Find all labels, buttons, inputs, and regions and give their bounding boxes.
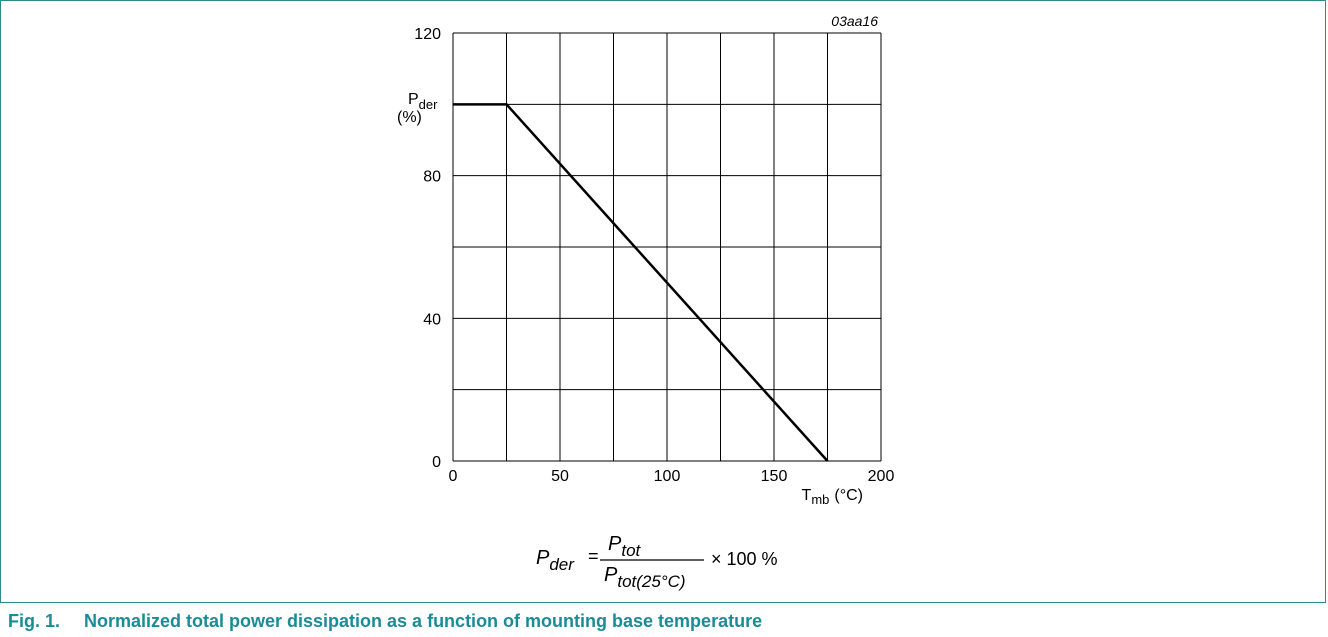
y-axis-label-subscript: der (419, 97, 438, 112)
formula-lhs-subscript: der (549, 555, 575, 574)
x-axis-label-subscript: mb (811, 492, 829, 507)
y-tick-label-0: 0 (432, 454, 441, 471)
formula-lhs: Pder (536, 547, 575, 574)
formula: Pder = Ptot Ptot(25°C) × 100 % (536, 533, 778, 591)
x-tick-label-2: 100 (654, 468, 681, 485)
chart: 0 50 100 150 200 0 40 80 120 03aa16 Pder (%) Tmb… (397, 13, 894, 591)
x-axis-label-unit: (°C) (834, 487, 863, 504)
y-axis-label: Pder (408, 91, 438, 112)
formula-lhs-symbol: P (536, 547, 550, 569)
figure-caption-number: Fig. 1. (8, 611, 61, 631)
x-axis-label-symbol: T (802, 487, 812, 504)
series-layer (453, 103, 829, 462)
x-tick-label-0: 0 (449, 468, 458, 485)
formula-denominator-subscript: tot(25°C) (617, 572, 685, 591)
x-tick-label-1: 50 (551, 468, 569, 485)
series-line-0 (453, 103, 829, 462)
y-axis-unit: (%) (397, 109, 422, 126)
x-tick-label-4: 200 (868, 468, 895, 485)
y-axis-label-symbol: P (408, 91, 419, 108)
figure-frame (0, 0, 1326, 603)
figure-code: 03aa16 (831, 13, 878, 29)
figure-caption-text: Normalized total power dissipation as a … (84, 611, 763, 631)
figure-caption: Fig. 1. Normalized total power dissipatio… (8, 611, 762, 632)
formula-equals: = (588, 546, 599, 566)
formula-numerator-symbol: P (608, 533, 622, 555)
formula-denominator-symbol: P (604, 564, 618, 586)
formula-denominator: Ptot(25°C) (604, 564, 686, 591)
y-tick-label-2: 80 (423, 169, 441, 186)
y-tick-label-3: 120 (414, 26, 441, 43)
grid-lines (452, 32, 882, 462)
x-tick-label-3: 150 (761, 468, 788, 485)
tick-labels: 0 50 100 150 200 0 40 80 120 (414, 26, 894, 485)
formula-numerator-subscript: tot (621, 541, 641, 560)
y-tick-label-1: 40 (423, 311, 441, 328)
formula-numerator: Ptot (608, 533, 642, 560)
formula-multiplier: × 100 % (711, 549, 778, 569)
x-axis-label: Tmb (°C) (802, 487, 863, 507)
